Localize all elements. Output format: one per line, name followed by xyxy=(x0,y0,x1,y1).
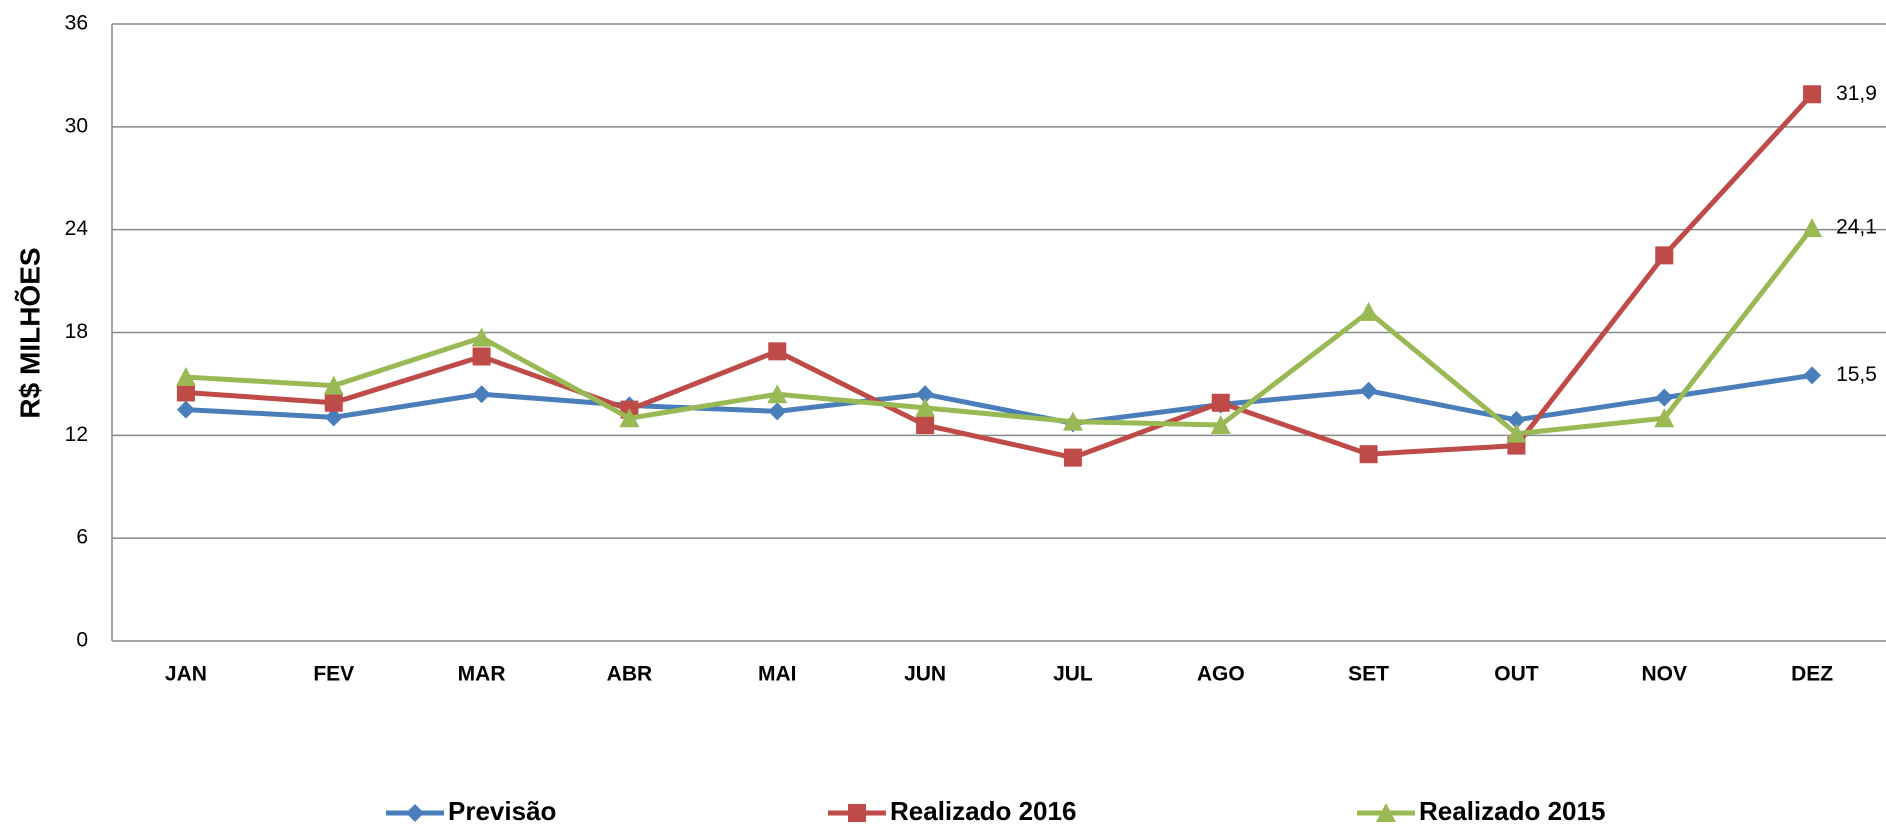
marker xyxy=(471,327,492,347)
legend-marker xyxy=(406,804,424,822)
data-label: 15,5 xyxy=(1836,363,1877,386)
marker xyxy=(1655,388,1674,407)
x-tick-label: JUN xyxy=(904,663,946,686)
y-tick-label: 0 xyxy=(76,629,88,652)
marker xyxy=(768,402,787,421)
marker xyxy=(1211,393,1230,412)
marker xyxy=(472,347,491,366)
x-tick-label: ABR xyxy=(607,663,653,686)
x-tick-label: AGO xyxy=(1197,663,1245,686)
marker xyxy=(1507,410,1526,429)
marker xyxy=(1803,85,1822,104)
marker xyxy=(1655,246,1674,265)
marker xyxy=(619,408,640,428)
marker xyxy=(1210,415,1231,435)
y-tick-label: 12 xyxy=(65,423,88,446)
x-tick-label: OUT xyxy=(1494,663,1539,686)
marker xyxy=(1359,381,1378,400)
y-tick-label: 6 xyxy=(76,526,88,549)
legend-label: Realizado 2015 xyxy=(1419,796,1605,826)
series-line xyxy=(185,226,1815,437)
x-tick-label: SET xyxy=(1348,663,1389,686)
marker xyxy=(1803,366,1822,385)
marker xyxy=(323,375,344,395)
marker xyxy=(175,367,196,387)
marker xyxy=(1358,301,1379,321)
marker xyxy=(176,383,195,402)
marker xyxy=(916,416,935,435)
x-tick-label: JUL xyxy=(1053,663,1093,686)
marker xyxy=(472,385,491,404)
marker xyxy=(768,342,787,361)
series-line xyxy=(185,92,1814,461)
marker xyxy=(916,385,935,404)
marker xyxy=(767,384,788,404)
y-tick-label: 24 xyxy=(65,217,89,240)
marker xyxy=(1063,448,1082,467)
marker xyxy=(324,408,343,427)
y-tick-label: 18 xyxy=(65,320,88,343)
x-tick-label: NOV xyxy=(1641,663,1687,686)
marker xyxy=(915,397,936,417)
y-tick-label: 30 xyxy=(65,114,88,137)
marker xyxy=(324,393,343,412)
marker xyxy=(1359,445,1378,464)
data-label: 31,9 xyxy=(1836,82,1877,105)
marker xyxy=(1802,217,1823,237)
marker xyxy=(176,400,195,419)
marker xyxy=(1062,411,1083,431)
y-tick-label: 36 xyxy=(65,12,88,35)
marker xyxy=(1654,408,1675,428)
x-tick-label: MAI xyxy=(758,663,797,686)
x-tick-label: FEV xyxy=(313,663,354,686)
y-axis-label: R$ MILHÕES xyxy=(14,247,45,418)
marker xyxy=(1506,423,1527,443)
legend-marker xyxy=(848,804,866,822)
legend-label: Previsão xyxy=(448,796,556,826)
legend-label: Realizado 2016 xyxy=(890,796,1076,826)
x-tick-label: JAN xyxy=(165,663,207,686)
data-label: 24,1 xyxy=(1836,215,1877,238)
legend-marker xyxy=(1376,803,1396,822)
x-tick-label: MAR xyxy=(458,663,506,686)
x-tick-label: DEZ xyxy=(1791,663,1833,686)
